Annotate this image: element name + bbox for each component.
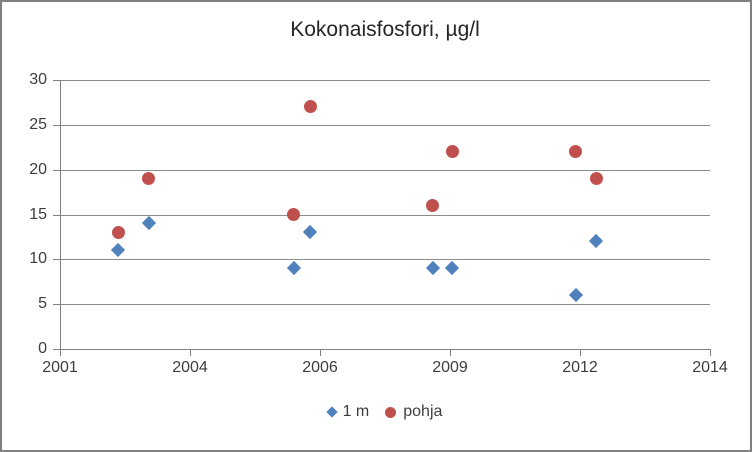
y-tick-25 [53,125,60,126]
y-tick-label-5: 5 [38,295,47,312]
x-tick-label-2012: 2012 [562,359,598,376]
gridline-y-20 [60,170,710,171]
y-tick-label-15: 15 [29,206,47,223]
y-tick-label-25: 25 [29,116,47,133]
gridline-y-25 [60,125,710,126]
legend-item-pohja: pohja [385,403,442,421]
y-tick-5 [53,304,60,305]
y-tick-0 [53,349,60,350]
x-tick-2001 [60,349,61,356]
data-point-circle [446,145,459,158]
x-tick-label-2004: 2004 [172,359,208,376]
data-point-circle [569,145,582,158]
gridline-y-5 [60,304,710,305]
data-point-circle [304,100,317,113]
legend: 1 m pohja [60,403,710,421]
y-tick-15 [53,215,60,216]
x-tick-2006 [320,349,321,356]
x-tick-2004 [190,349,191,356]
y-tick-30 [53,80,60,81]
legend-label-pohja: pohja [403,403,443,420]
gridline-y-30 [60,80,710,81]
x-tick-2012 [580,349,581,356]
legend-item-1m: 1 m [325,403,370,421]
x-tick-label-2009: 2009 [432,359,468,376]
x-tick-2014 [710,349,711,356]
x-tick-label-2006: 2006 [302,359,338,376]
chart-title: Kokonaisfosfori, µg/l [290,18,480,41]
gridline-y-15 [60,215,710,216]
y-tick-label-0: 0 [38,340,47,357]
legend-label-1m: 1 m [342,403,370,420]
data-point-circle [426,199,439,212]
data-point-circle [590,172,603,185]
x-axis-line [60,349,710,350]
data-point-circle [112,226,125,239]
y-tick-label-30: 30 [29,71,47,88]
y-tick-label-10: 10 [29,250,47,267]
data-point-circle [142,172,155,185]
x-tick-2009 [450,349,451,356]
x-tick-label-2014: 2014 [692,359,728,376]
gridline-y-10 [60,259,710,260]
circle-marker-icon [385,406,397,418]
diamond-marker-icon [325,406,338,418]
y-tick-10 [53,259,60,260]
y-tick-20 [53,170,60,171]
y-tick-label-20: 20 [29,161,47,178]
x-tick-label-2001: 2001 [42,359,78,376]
data-point-circle [287,208,300,221]
y-axis-line [60,80,61,349]
